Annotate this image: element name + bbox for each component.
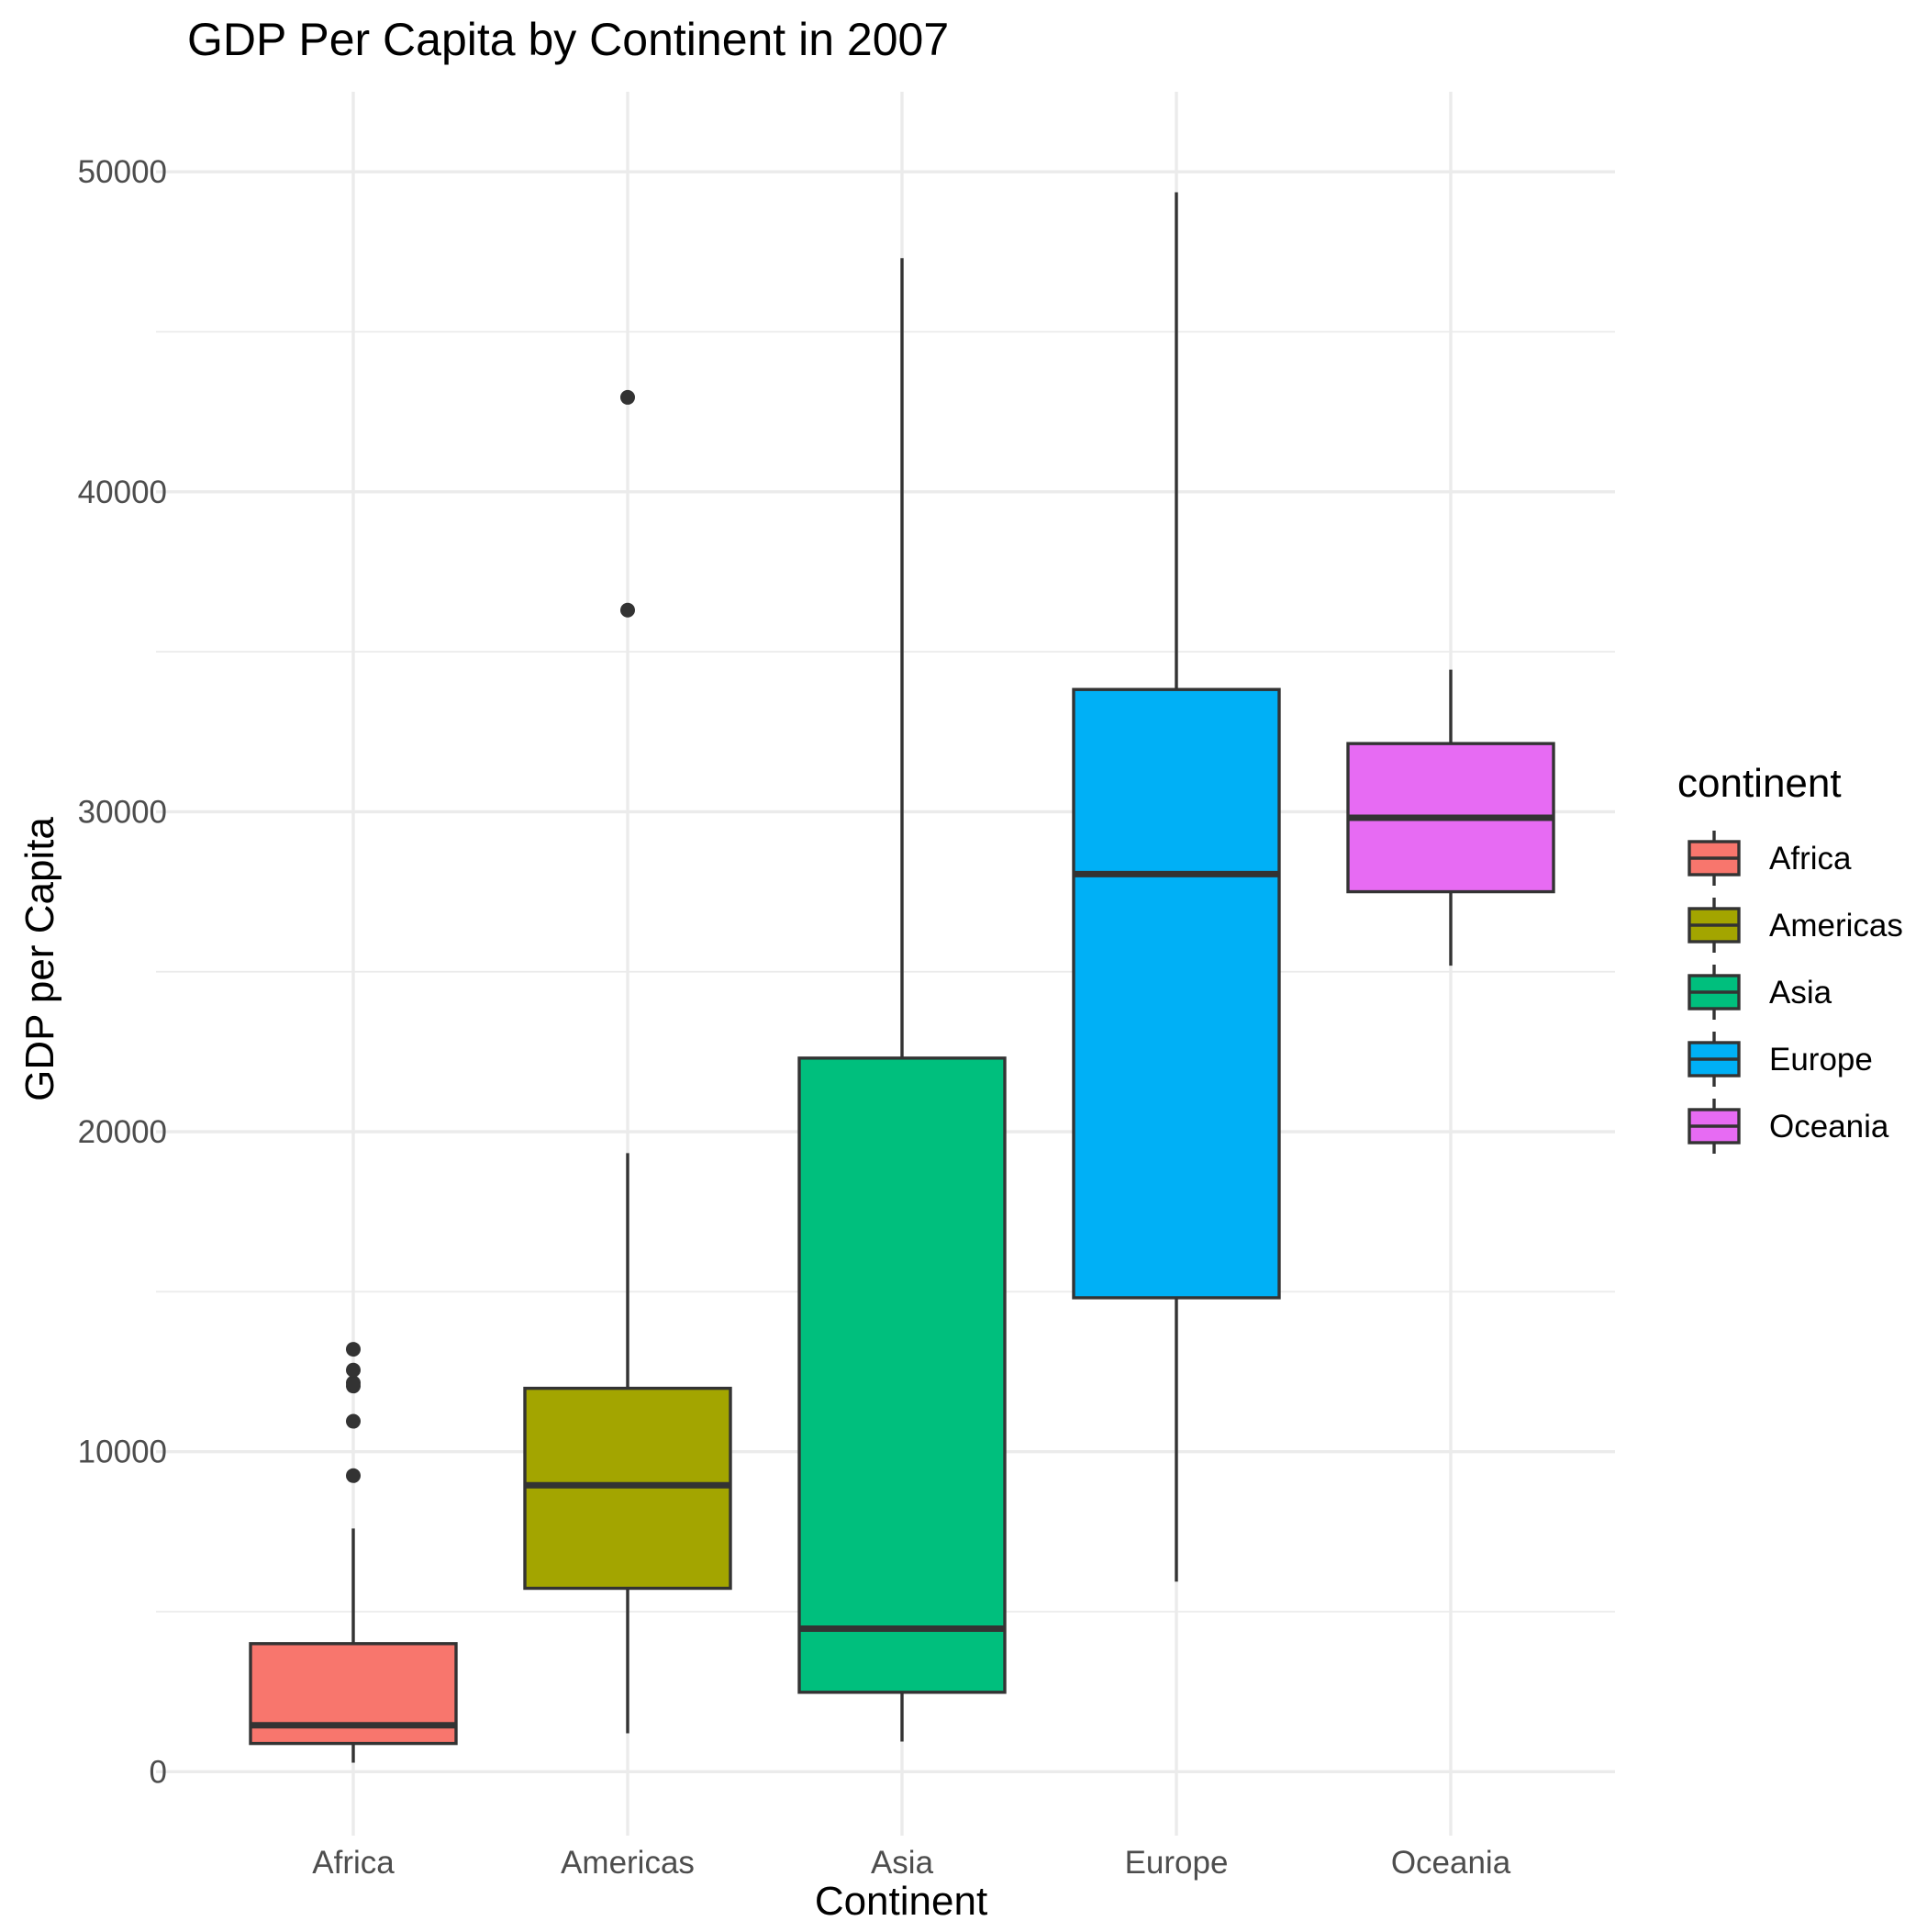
x-tick-label: Africa [312,1845,395,1881]
legend-label: Africa [1769,841,1852,877]
legend-item-africa: Africa [1688,831,1852,886]
iqr-box [797,1056,1007,1694]
box-americas [523,389,732,1734]
x-tick-label: Americas [561,1845,695,1881]
outlier-point [346,1342,361,1357]
legend-label: Asia [1769,975,1832,1011]
legend-item-oceania: Oceania [1688,1099,1889,1154]
chart-title: GDP Per Capita by Continent in 2007 [187,14,949,65]
outlier-point [346,1375,361,1390]
outlier-point [346,1362,361,1378]
legend-label: Americas [1769,908,1903,944]
legend-item-europe: Europe [1688,1032,1873,1087]
iqr-box [1072,687,1281,1300]
boxes [249,192,1555,1763]
box-oceania [1346,669,1555,966]
legend-title: continent [1677,761,1842,806]
legend-item-americas: Americas [1688,898,1903,953]
y-tick-label: 10000 [78,1435,167,1470]
box-europe [1072,192,1281,1582]
y-tick-label: 0 [150,1754,167,1790]
legend-item-asia: Asia [1688,965,1832,1020]
y-tick-label: 40000 [78,475,167,510]
legend: Africa Americas Asia Europe Oceania [1688,831,1903,1154]
x-axis-title: Continent [815,1879,987,1924]
x-tick-label: Europe [1125,1845,1229,1881]
x-tick-label: Asia [871,1845,934,1881]
legend-label: Oceania [1769,1109,1889,1145]
x-tick-label: Oceania [1391,1845,1511,1881]
legend-label: Europe [1769,1042,1873,1078]
box-africa [249,1342,458,1763]
outlier-point [346,1468,361,1483]
y-tick-label: 20000 [78,1114,167,1150]
outlier-point [620,602,635,618]
iqr-box [249,1642,458,1746]
axes: 0 10000 20000 30000 40000 50000 Africa Americas… [78,154,1511,1881]
y-axis-title: GDP per Capita [17,817,62,1101]
outlier-point [620,389,635,405]
y-tick-label: 30000 [78,794,167,830]
outlier-point [346,1413,361,1429]
y-tick-label: 50000 [78,154,167,190]
box-asia [797,258,1007,1742]
